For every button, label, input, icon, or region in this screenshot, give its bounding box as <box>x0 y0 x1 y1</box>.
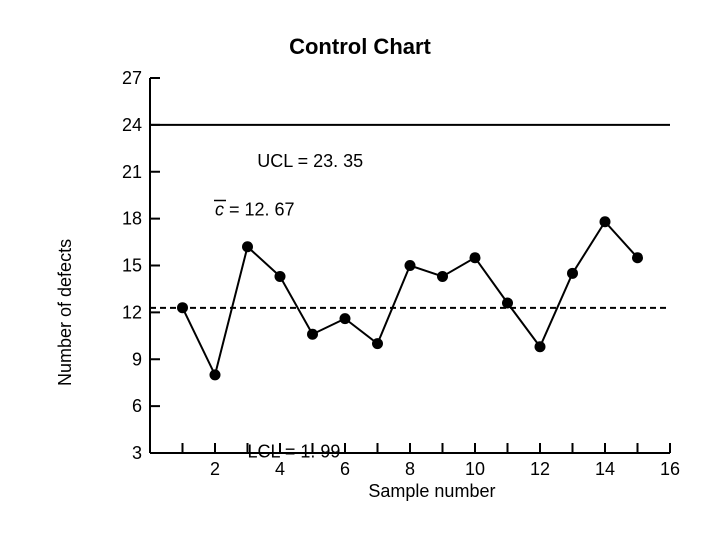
svg-text:8: 8 <box>405 459 415 479</box>
svg-text:3: 3 <box>132 443 142 463</box>
svg-text:c = 12. 67: c = 12. 67 <box>215 200 295 220</box>
svg-text:2: 2 <box>210 459 220 479</box>
svg-text:16: 16 <box>660 459 680 479</box>
svg-text:15: 15 <box>122 256 142 276</box>
chart-container: Control Chart Number of defects Sample n… <box>0 0 720 540</box>
svg-text:UCL = 23. 35: UCL = 23. 35 <box>257 151 363 171</box>
svg-text:10: 10 <box>465 459 485 479</box>
svg-text:4: 4 <box>275 459 285 479</box>
svg-text:21: 21 <box>122 162 142 182</box>
svg-text:24: 24 <box>122 115 142 135</box>
svg-text:6: 6 <box>132 396 142 416</box>
svg-text:LCL = 1. 99: LCL = 1. 99 <box>248 442 341 462</box>
svg-text:6: 6 <box>340 459 350 479</box>
svg-text:18: 18 <box>122 209 142 229</box>
chart-svg: 369121518212427246810121416UCL = 23. 35L… <box>0 0 720 540</box>
svg-text:12: 12 <box>530 459 550 479</box>
svg-text:12: 12 <box>122 302 142 322</box>
svg-text:9: 9 <box>132 349 142 369</box>
svg-text:27: 27 <box>122 68 142 88</box>
svg-text:14: 14 <box>595 459 615 479</box>
